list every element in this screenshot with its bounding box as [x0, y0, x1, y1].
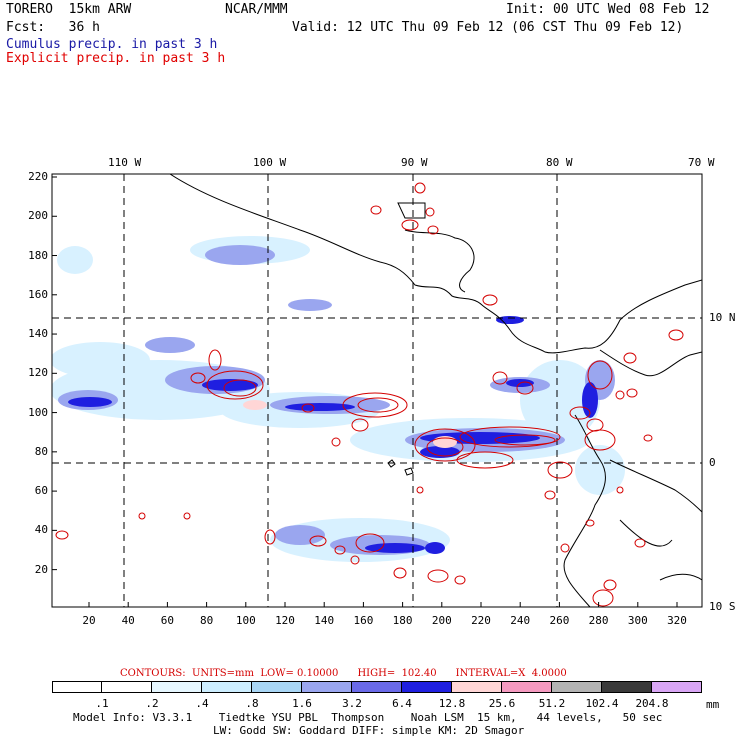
lon-label-80w: 80 W: [546, 156, 573, 169]
legend-unit: mm: [706, 698, 720, 711]
y-tick-label: 200: [28, 209, 48, 223]
legend-swatch: [552, 681, 602, 693]
legend-label: 6.4: [392, 697, 412, 710]
model-title: TORERO 15km ARW: [6, 2, 132, 17]
y-tick-label: 120: [28, 366, 48, 380]
legend-outline: [52, 681, 702, 693]
lon-label-110w: 110 W: [108, 156, 142, 169]
x-tick-label: 20: [82, 614, 96, 627]
graticule: [52, 174, 702, 607]
x-tick-label: 300: [627, 614, 648, 627]
legend-swatch: [52, 681, 102, 693]
legend-swatch: [152, 681, 202, 693]
y-tick-label: 40: [34, 523, 48, 537]
y-tick-label: 100: [28, 405, 48, 419]
legend-label: 51.2: [538, 697, 566, 710]
legend-swatch: [202, 681, 252, 693]
legend-label: 204.8: [635, 697, 669, 710]
legend-label: .2: [145, 697, 159, 710]
x-tick-label: 140: [314, 614, 335, 627]
legend-swatch: [602, 681, 652, 693]
y-tick-label: 60: [34, 484, 48, 498]
y-tick-label: 20: [34, 562, 48, 576]
init-time: Init: 00 UTC Wed 08 Feb 12: [506, 2, 710, 17]
very-heavy-precip-areas: [243, 400, 457, 448]
lon-label-100w: 100 W: [253, 156, 287, 169]
legend-label: 102.4: [585, 697, 619, 710]
legend-swatch: [502, 681, 552, 693]
lon-label-70w: 70 W: [688, 156, 715, 169]
x-tick-label: 200: [431, 614, 452, 627]
legend-swatch: [302, 681, 352, 693]
legend-label: 25.6: [488, 697, 516, 710]
x-tick-label: 120: [275, 614, 295, 627]
legend-label: .1: [95, 697, 109, 710]
legend-swatch: [452, 681, 502, 693]
x-tick-label: 160: [353, 614, 374, 627]
physics-info: LW: Godd SW: Goddard DIFF: simple KM: 2D…: [213, 724, 525, 737]
x-tick-label: 80: [199, 614, 214, 627]
axis-ticks: [52, 176, 678, 607]
lat-label-10n: 10 N: [709, 311, 736, 324]
explicit-label: Explicit precip. in past 3 h: [6, 51, 226, 66]
legend-label: 1.6: [292, 697, 312, 710]
x-tick-label: 280: [588, 614, 609, 627]
cumulus-label: Cumulus precip. in past 3 h: [6, 37, 218, 52]
y-tick-label: 80: [34, 444, 48, 458]
y-tick-label: 140: [28, 327, 48, 341]
lat-label-0: 0: [709, 456, 716, 469]
org-label: NCAR/MMM: [225, 2, 288, 17]
explicit-contours: [55, 182, 684, 607]
legend-swatch: [402, 681, 452, 693]
x-tick-label: 60: [160, 614, 175, 627]
legend-label: 12.8: [438, 697, 466, 710]
x-tick-label: 220: [471, 614, 491, 627]
lat-label-10s: 10 S: [709, 600, 736, 613]
y-tick-label: 220: [28, 170, 48, 183]
y-tick-label: 160: [28, 287, 48, 301]
legend-label: .8: [245, 697, 259, 710]
x-tick-label: 180: [392, 614, 413, 627]
x-tick-label: 260: [549, 614, 570, 627]
legend-swatch: [252, 681, 302, 693]
x-tick-label: 100: [235, 614, 256, 627]
x-tick-label: 240: [510, 614, 531, 627]
lon-label-90w: 90 W: [401, 156, 428, 169]
y-tick-label: 180: [28, 248, 48, 262]
legend-swatch: [352, 681, 402, 693]
contour-info: CONTOURS: UNITS=mm LOW= 0.10000 HIGH= 10…: [120, 668, 567, 679]
precip-fields: [52, 236, 625, 562]
x-tick-label: 40: [121, 614, 135, 627]
legend-swatch: [102, 681, 152, 693]
x-tick-label: 320: [667, 614, 687, 627]
map-frame: [51, 173, 703, 608]
valid-time: Valid: 12 UTC Thu 09 Feb 12 (06 CST Thu …: [292, 20, 684, 35]
coastlines: [169, 174, 702, 607]
model-info: Model Info: V3.3.1 Tiedtke YSU PBL Thomp…: [73, 711, 663, 724]
legend-label: 3.2: [342, 697, 362, 710]
forecast-hour: Fcst: 36 h: [6, 20, 100, 35]
legend-label: .4: [195, 697, 209, 710]
